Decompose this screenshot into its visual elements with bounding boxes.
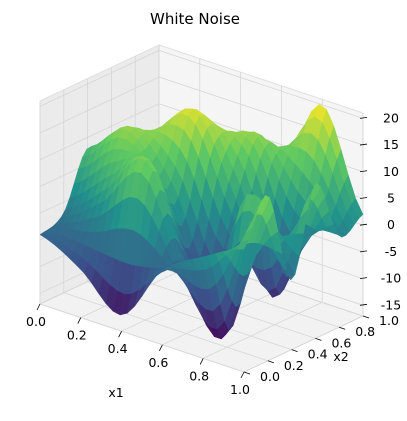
x2-tick-mark xyxy=(291,349,298,352)
z-tick-mark xyxy=(359,303,368,306)
x2-tick-label: 0.0 xyxy=(260,369,280,384)
x1-tick-label: 0.6 xyxy=(148,355,168,370)
surface-plot xyxy=(39,103,364,340)
z-tick-mark xyxy=(359,277,368,280)
grid-line xyxy=(39,303,245,373)
x2-tick-label: 0.2 xyxy=(284,358,304,373)
x1-tick-mark xyxy=(77,317,82,324)
x1-axis-ticks: 0.0 0.2 0.4 0.6 0.8 1.0 xyxy=(26,303,250,397)
x2-axis-label: x2 xyxy=(333,349,348,364)
x2-tick-mark xyxy=(243,371,251,375)
z-axis-ticks: -15 -10 -5 0 5 10 15 20 xyxy=(359,110,401,312)
x2-tick-label: 1.0 xyxy=(379,313,399,328)
x2-tick-label: 0.6 xyxy=(331,335,351,350)
x1-tick-label: 0.2 xyxy=(67,328,87,343)
x1-tick-mark xyxy=(199,358,204,365)
x2-tick-mark xyxy=(267,360,274,364)
z-tick-mark xyxy=(359,223,368,226)
x1-tick-label: 0.8 xyxy=(189,368,209,383)
x1-tick-mark xyxy=(118,331,122,338)
x1-tick-label: 0.4 xyxy=(108,341,128,356)
z-tick-label: 0 xyxy=(387,217,395,232)
z-tick-label: 10 xyxy=(383,164,399,179)
z-tick-mark xyxy=(359,250,368,253)
x2-tick-label: 0.4 xyxy=(308,347,328,362)
grid-line xyxy=(39,76,160,134)
z-tick-mark xyxy=(359,143,368,146)
grid-line xyxy=(243,315,364,373)
z-tick-label: -15 xyxy=(381,297,401,312)
x2-tick-label: 0.8 xyxy=(355,324,375,339)
z-tick-label: -5 xyxy=(385,244,397,259)
z-tick-mark xyxy=(359,116,368,119)
x1-axis-label: x1 xyxy=(108,385,123,400)
x1-tick-mark xyxy=(159,344,163,351)
chart-title: White Noise xyxy=(150,10,240,28)
x1-tick-label: 0.0 xyxy=(26,314,46,329)
z-tick-label: -10 xyxy=(381,271,401,286)
x2-axis-ticks: 0.0 0.2 0.40.6 0.8 1.0 xyxy=(243,313,399,384)
x2-tick-mark xyxy=(339,326,346,330)
grid-line xyxy=(39,103,160,161)
z-tick-mark xyxy=(359,170,368,173)
x1-tick-mark xyxy=(36,303,41,311)
z-tick-mark xyxy=(359,197,368,199)
z-tick-label: 15 xyxy=(383,137,399,152)
z-tick-label: 5 xyxy=(387,190,395,205)
x2-tick-mark xyxy=(315,338,322,341)
x2-tick-mark xyxy=(362,315,370,319)
grid-line xyxy=(158,49,364,119)
x1-tick-label: 1.0 xyxy=(230,382,250,397)
x1-tick-mark xyxy=(240,371,245,379)
grid-line xyxy=(203,302,323,359)
grid-line xyxy=(63,292,268,362)
surface-patch xyxy=(236,239,249,250)
z-tick-label: 20 xyxy=(383,110,399,125)
grid-line xyxy=(39,49,160,107)
